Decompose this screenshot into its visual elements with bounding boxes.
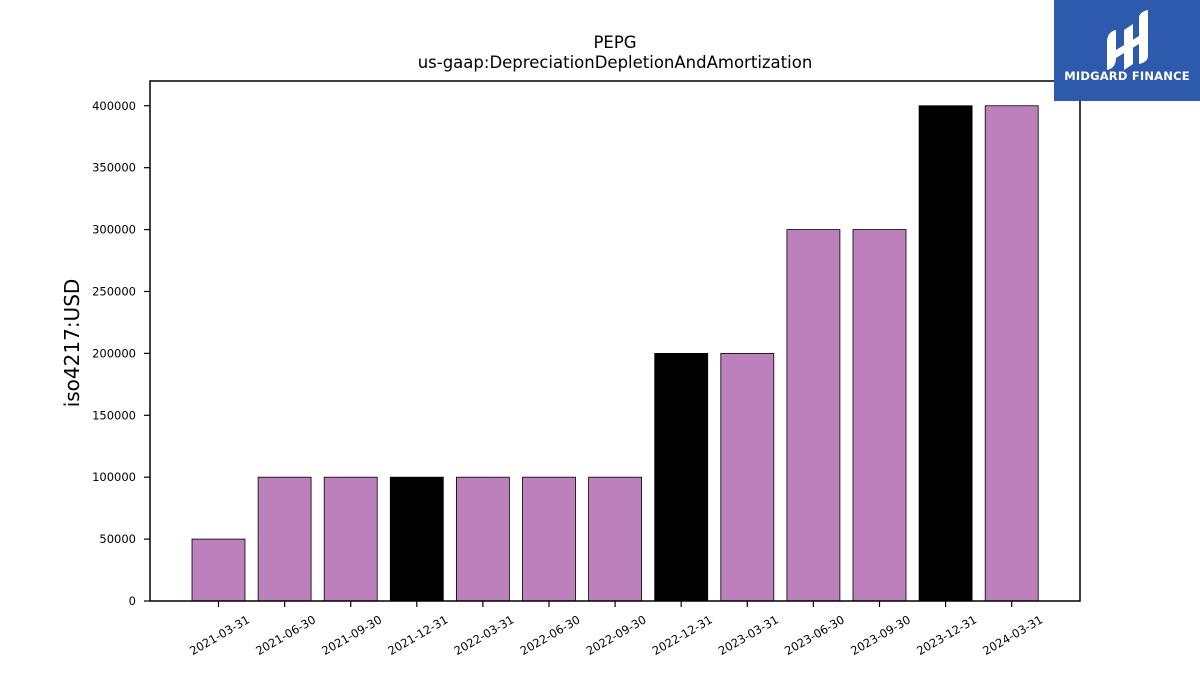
bars-group bbox=[191, 105, 1039, 602]
bar-2023-09-30 bbox=[852, 229, 907, 602]
bar-2022-09-30 bbox=[588, 476, 642, 602]
bar-2021-03-31 bbox=[191, 538, 246, 602]
bar-2024-03-31 bbox=[984, 105, 1039, 602]
x-tick-label: 2021-06-30 bbox=[253, 612, 318, 658]
x-tick-label: 2023-12-31 bbox=[914, 612, 979, 658]
bar-2021-06-30 bbox=[257, 476, 312, 602]
y-tick-label: 200000 bbox=[92, 346, 136, 360]
x-tick-label: 2023-09-30 bbox=[848, 612, 913, 658]
bar-2021-12-31 bbox=[389, 476, 444, 602]
midgard-finance-logo: MIDGARD FINANCE bbox=[1054, 0, 1200, 101]
bar-2022-03-31 bbox=[455, 476, 510, 602]
x-tick-label: 2021-03-31 bbox=[187, 612, 252, 658]
y-tick-label: 250000 bbox=[92, 284, 136, 298]
x-tick-label: 2021-12-31 bbox=[385, 612, 450, 658]
x-axis-ticks: 2021-03-31 2021-06-30 2021-09-30 2021-12-31… bbox=[187, 601, 1045, 658]
x-tick-label: 2023-06-30 bbox=[782, 612, 847, 658]
bar-2022-12-31 bbox=[654, 352, 709, 602]
y-tick-label: 0 bbox=[129, 594, 136, 608]
y-tick-label: 350000 bbox=[92, 161, 136, 175]
bar-2023-03-31 bbox=[720, 352, 775, 602]
bar-2023-06-30 bbox=[786, 229, 841, 602]
chart-subtitle: us-gaap:DepreciationDepletionAndAmortiza… bbox=[418, 53, 813, 72]
logo-text: MIDGARD FINANCE bbox=[1064, 69, 1190, 83]
bar-2023-12-31 bbox=[918, 105, 973, 602]
bar-2021-09-30 bbox=[323, 476, 378, 602]
x-tick-label: 2022-09-30 bbox=[584, 612, 649, 658]
y-tick-label: 50000 bbox=[99, 532, 136, 546]
y-tick-label: 100000 bbox=[92, 470, 136, 484]
y-axis-ticks: 0 50000 100000 150000 200000 250000 300000 3500… bbox=[92, 99, 150, 608]
x-tick-label: 2022-03-31 bbox=[452, 612, 517, 658]
x-tick-label: 2021-09-30 bbox=[319, 612, 384, 658]
plot-frame bbox=[149, 80, 1081, 602]
x-tick-label: 2022-06-30 bbox=[518, 612, 583, 658]
y-tick-label: 300000 bbox=[92, 223, 136, 237]
bar-2022-06-30 bbox=[522, 476, 576, 602]
y-tick-label: 400000 bbox=[92, 99, 136, 113]
y-axis-label: iso4217:USD bbox=[60, 279, 84, 408]
x-tick-label: 2024-03-31 bbox=[980, 612, 1045, 658]
chart-title: PEPG bbox=[593, 33, 636, 52]
logo-mark-icon bbox=[1107, 10, 1148, 70]
x-tick-label: 2022-12-31 bbox=[650, 612, 715, 658]
x-tick-label: 2023-03-31 bbox=[716, 612, 781, 658]
y-tick-label: 150000 bbox=[92, 408, 136, 422]
